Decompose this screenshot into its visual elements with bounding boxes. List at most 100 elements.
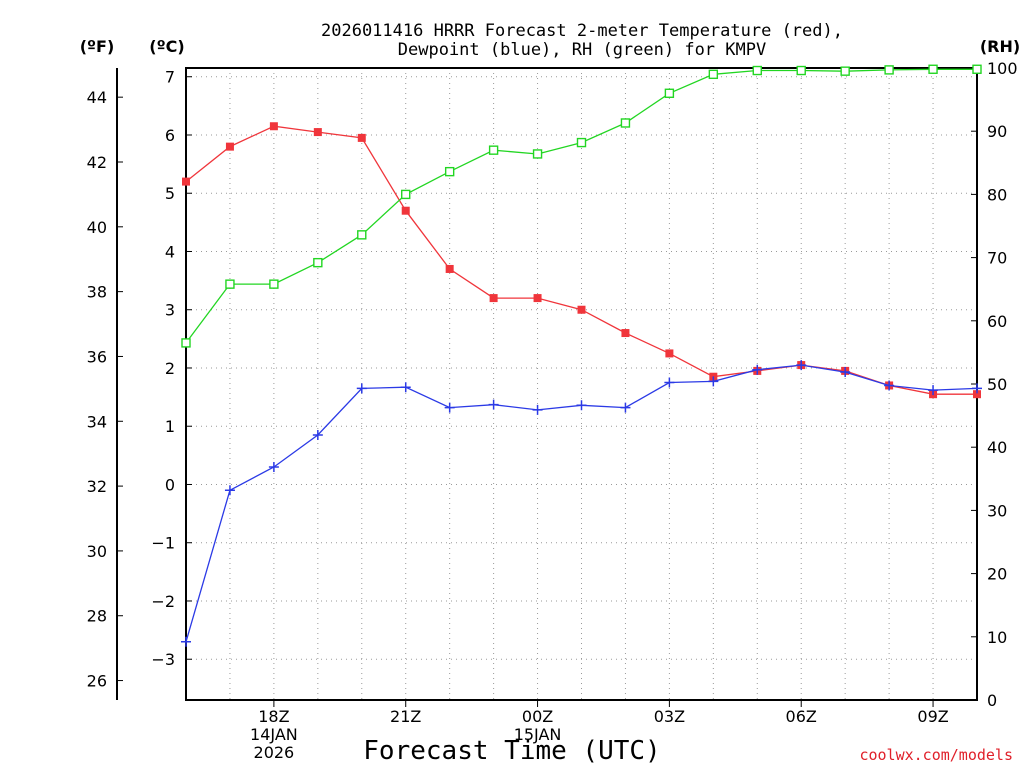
x-tick-label: 18Z (258, 707, 289, 726)
temperature-point (269, 122, 278, 131)
x-axis-label: Forecast Time (UTC) (363, 736, 660, 766)
rh-point (928, 64, 938, 74)
fahrenheit-unit-label: (ºF) (80, 37, 115, 56)
fahrenheit-tick-label: 34 (87, 412, 107, 431)
dewpoint-point (928, 385, 939, 396)
rh-point (840, 66, 850, 76)
celsius-unit-label: (ºC) (149, 37, 184, 56)
fahrenheit-tick-label: 40 (87, 218, 107, 237)
fahrenheit-tick-label: 26 (87, 672, 107, 691)
rh-point (972, 64, 982, 74)
axes: 26283032343638404244−3−2−101234567010203… (87, 59, 1018, 762)
temperature-point (225, 142, 234, 151)
fahrenheit-tick-label: 28 (87, 607, 107, 626)
rh-tick-label: 10 (987, 628, 1007, 647)
rh-point (752, 65, 762, 76)
rh-line (185, 68, 977, 344)
celsius-tick-label: 6 (165, 126, 175, 145)
temperature-point (445, 264, 454, 273)
data-series (181, 64, 982, 647)
celsius-tick-label: −3 (151, 650, 175, 669)
rh-point (620, 118, 631, 128)
dewpoint-point (620, 402, 631, 413)
chart-subtitle: Dewpoint (blue), RH (green) for KMPV (398, 40, 766, 60)
x-tick-label: 14JAN (250, 725, 298, 744)
dewpoint-point (224, 485, 235, 496)
x-tick-label: 09Z (917, 707, 948, 726)
celsius-tick-label: 1 (165, 417, 175, 436)
dewpoint-point (532, 404, 543, 415)
x-tick-label: 00Z (522, 707, 553, 726)
celsius-tick-label: 5 (165, 184, 175, 203)
rh-tick-label: 40 (987, 438, 1007, 457)
celsius-tick-label: −1 (151, 534, 175, 553)
chart-title: 2026011416 HRRR Forecast 2-meter Tempera… (321, 21, 843, 41)
celsius-tick-label: 0 (165, 475, 175, 494)
dewpoint-point (268, 462, 279, 473)
rh-point (181, 338, 191, 348)
rh-point (708, 69, 719, 80)
rh-point (796, 65, 806, 76)
rh-tick-label: 50 (987, 375, 1007, 394)
x-tick-label: 15JAN (514, 725, 562, 744)
temperature-point (489, 294, 498, 303)
celsius-tick-label: 2 (165, 359, 175, 378)
rh-unit-label: (RH) (980, 37, 1020, 56)
dewpoint-point (356, 383, 367, 394)
x-tick-label: 06Z (786, 707, 817, 726)
rh-point (225, 279, 235, 289)
dewpoint-point (488, 399, 499, 410)
dewpoint-point (708, 376, 719, 387)
dewpoint-point (796, 360, 807, 371)
temperature-point (577, 305, 586, 314)
rh-tick-label: 80 (987, 185, 1007, 204)
dewpoint-point (312, 429, 323, 440)
temperature-point (621, 329, 630, 338)
rh-point (884, 65, 894, 75)
fahrenheit-tick-label: 30 (87, 542, 107, 561)
rh-tick-label: 20 (987, 565, 1007, 584)
rh-tick-label: 70 (987, 249, 1007, 268)
dewpoint-point (840, 367, 851, 378)
rh-point (444, 166, 455, 177)
temperature-point (313, 128, 322, 137)
rh-point (532, 149, 543, 159)
dewpoint-point (576, 400, 587, 411)
dewpoint-point (884, 380, 895, 391)
rh-tick-label: 90 (987, 122, 1007, 141)
x-tick-label: 2026 (254, 743, 295, 762)
grid-lines (186, 68, 977, 700)
celsius-tick-label: 4 (165, 242, 175, 261)
temperature-point (401, 206, 410, 215)
fahrenheit-tick-label: 38 (87, 283, 107, 302)
x-tick-label: 03Z (654, 707, 685, 726)
rh-point (664, 88, 675, 98)
celsius-tick-label: 3 (165, 301, 175, 320)
celsius-tick-label: 7 (165, 68, 175, 87)
temperature-point (973, 390, 981, 399)
dewpoint-point (664, 377, 675, 388)
dewpoint-point (444, 402, 455, 413)
dewpoint-point (181, 636, 191, 647)
credit-text: coolwx.com/models (859, 746, 1013, 764)
rh-tick-label: 60 (987, 312, 1007, 331)
temperature-point (533, 294, 542, 303)
celsius-tick-label: −2 (151, 592, 175, 611)
rh-point (269, 279, 279, 289)
fahrenheit-tick-label: 32 (87, 477, 107, 496)
dewpoint-point (972, 383, 982, 394)
x-tick-label: 21Z (390, 707, 421, 726)
dewpoint-point (400, 382, 411, 393)
dewpoint-point (752, 364, 763, 375)
temperature-point (357, 133, 366, 142)
fahrenheit-tick-label: 44 (87, 88, 107, 107)
temperature-point (182, 177, 190, 186)
rh-tick-label: 100 (987, 59, 1018, 78)
rh-point (401, 189, 411, 200)
fahrenheit-tick-label: 42 (87, 153, 107, 172)
temperature-point (665, 349, 674, 358)
rh-point (488, 145, 499, 155)
rh-point (313, 257, 323, 268)
rh-tick-label: 0 (987, 691, 997, 710)
